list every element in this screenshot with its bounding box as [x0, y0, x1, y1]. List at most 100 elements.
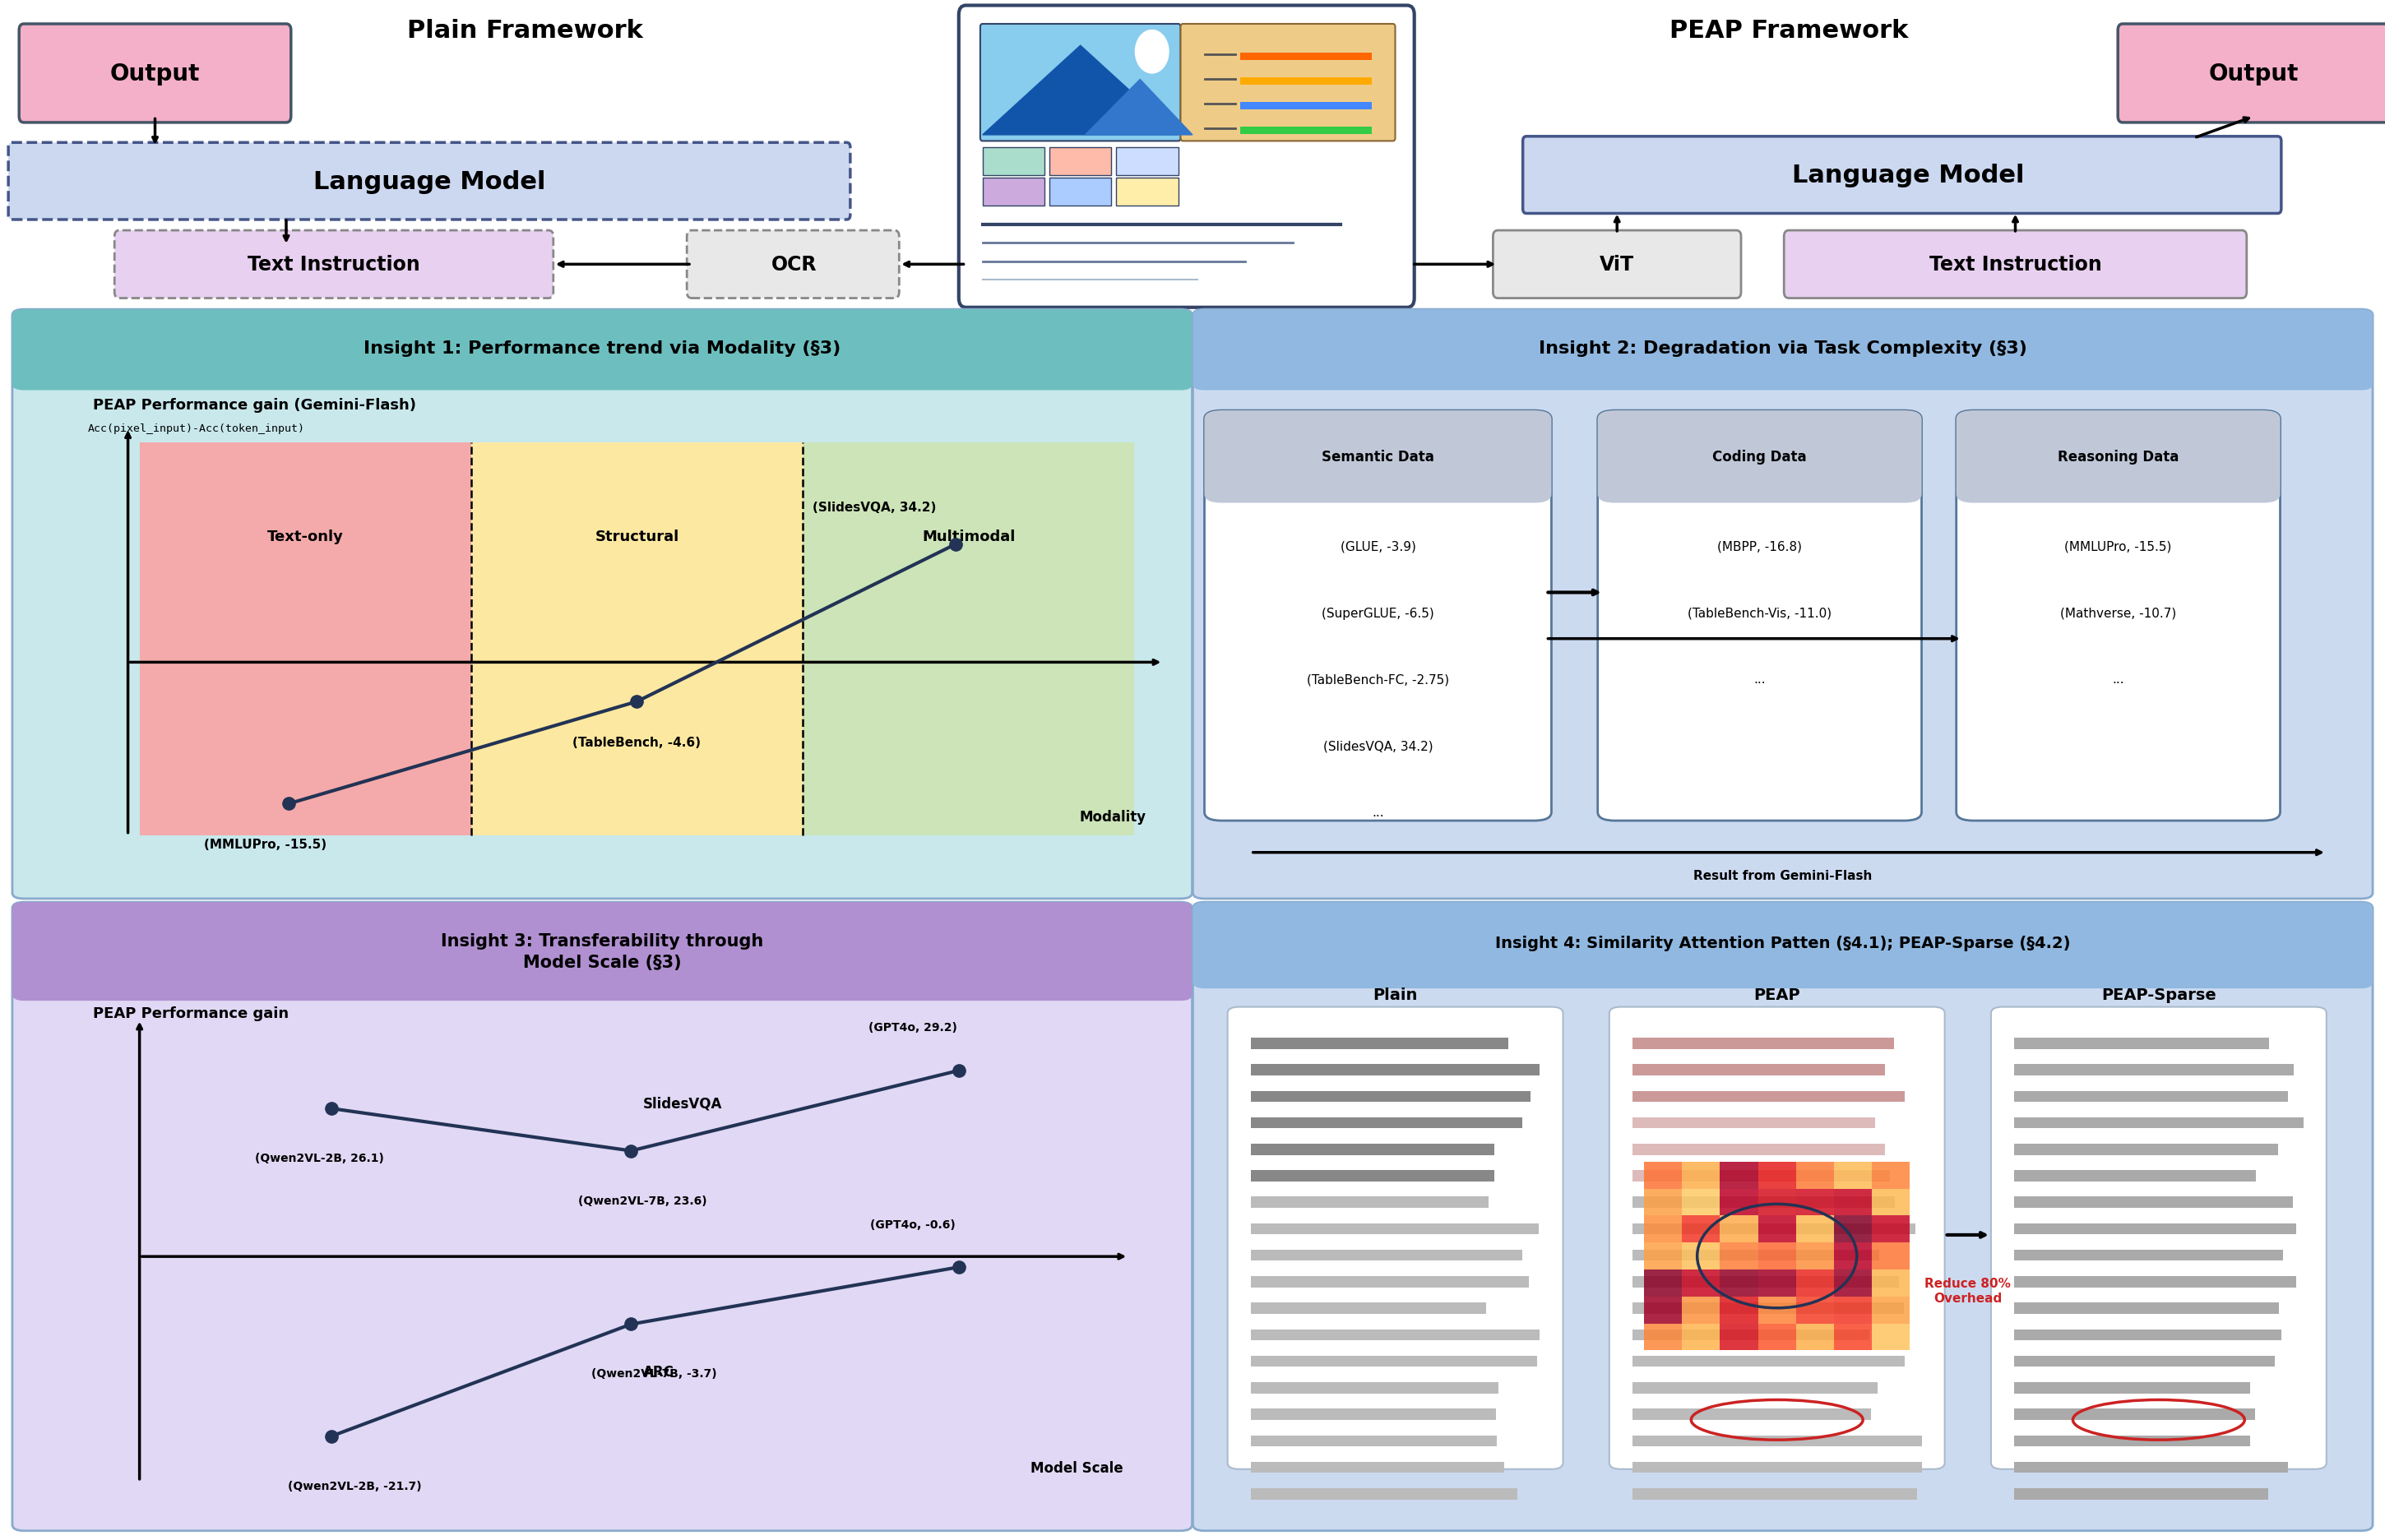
- Text: (TableBench-Vis, -11.0): (TableBench-Vis, -11.0): [1689, 607, 1832, 619]
- Polygon shape: [1085, 80, 1192, 136]
- Bar: [1250, 1118, 1522, 1129]
- Text: Result from Gemini-Flash: Result from Gemini-Flash: [1693, 870, 1872, 882]
- Text: (MMLUPro, -15.5): (MMLUPro, -15.5): [205, 838, 327, 850]
- Text: Modality: Modality: [1078, 809, 1145, 824]
- Text: PEAP Performance gain: PEAP Performance gain: [93, 1006, 289, 1021]
- Bar: [1643, 1215, 1681, 1243]
- Text: Multimodal: Multimodal: [923, 530, 1016, 545]
- Text: Insight 4: Similarity Attention Patten (§4.1); PEAP-Sparse (§4.2): Insight 4: Similarity Attention Patten (…: [1495, 935, 2070, 950]
- Text: ARC: ARC: [642, 1364, 675, 1380]
- FancyBboxPatch shape: [12, 310, 1192, 899]
- Text: ...: ...: [2113, 673, 2125, 685]
- Bar: [1049, 179, 1111, 206]
- FancyBboxPatch shape: [12, 310, 1192, 391]
- FancyBboxPatch shape: [959, 6, 1414, 308]
- Bar: [1240, 54, 1371, 62]
- FancyBboxPatch shape: [1181, 25, 1395, 142]
- Bar: [1758, 1215, 1796, 1243]
- Bar: [2013, 1197, 2292, 1207]
- Text: (GPT4o, -0.6): (GPT4o, -0.6): [871, 1218, 956, 1230]
- Bar: [2013, 1303, 2280, 1314]
- Text: PEAP-Sparse: PEAP-Sparse: [2101, 987, 2216, 1003]
- Bar: [1720, 1215, 1758, 1243]
- Bar: [1250, 1223, 1538, 1235]
- Bar: [1250, 1329, 1541, 1340]
- FancyBboxPatch shape: [1956, 411, 2280, 821]
- Bar: [1250, 1303, 1486, 1314]
- FancyBboxPatch shape: [1192, 310, 2373, 391]
- Text: Plain Framework: Plain Framework: [408, 18, 642, 43]
- Bar: [1250, 1064, 1541, 1075]
- FancyBboxPatch shape: [1204, 411, 1550, 504]
- FancyBboxPatch shape: [1192, 902, 2373, 989]
- FancyBboxPatch shape: [1522, 137, 2280, 214]
- Bar: [1834, 1161, 1872, 1189]
- FancyBboxPatch shape: [12, 902, 1192, 1001]
- Bar: [1643, 1269, 1681, 1297]
- Bar: [1631, 1170, 1889, 1181]
- Bar: [1758, 1297, 1796, 1323]
- FancyBboxPatch shape: [1192, 902, 2373, 1531]
- Bar: [1720, 1161, 1758, 1189]
- Bar: [1872, 1161, 1910, 1189]
- Circle shape: [1135, 31, 1169, 74]
- Bar: [1631, 1197, 1896, 1207]
- FancyBboxPatch shape: [687, 231, 899, 299]
- Bar: [1872, 1323, 1910, 1351]
- FancyBboxPatch shape: [2118, 25, 2385, 123]
- Bar: [1872, 1297, 1910, 1323]
- Bar: [2013, 1223, 2297, 1235]
- Text: PEAP Framework: PEAP Framework: [1669, 18, 1908, 43]
- FancyBboxPatch shape: [19, 25, 291, 123]
- Text: Output: Output: [2209, 63, 2299, 85]
- Bar: [1116, 179, 1178, 206]
- Bar: [2013, 1409, 2256, 1420]
- Text: Insight 3: Transferability through
Model Scale (§3): Insight 3: Transferability through Model…: [441, 933, 763, 970]
- FancyBboxPatch shape: [1610, 1007, 1944, 1469]
- Text: (SuperGLUE, -6.5): (SuperGLUE, -6.5): [1321, 607, 1433, 619]
- Bar: [1250, 1355, 1536, 1368]
- Bar: [1049, 148, 1111, 176]
- Bar: [983, 179, 1045, 206]
- Text: (TableBench, -4.6): (TableBench, -4.6): [572, 736, 701, 748]
- Bar: [1631, 1303, 1903, 1314]
- Text: PEAP Performance gain (Gemini-Flash): PEAP Performance gain (Gemini-Flash): [93, 397, 417, 413]
- Bar: [1240, 79, 1371, 86]
- Bar: [1758, 1189, 1796, 1215]
- Bar: [1834, 1269, 1872, 1297]
- Bar: [1250, 1409, 1495, 1420]
- Bar: [2013, 1144, 2278, 1155]
- FancyBboxPatch shape: [1784, 231, 2247, 299]
- Text: Output: Output: [110, 63, 200, 85]
- Bar: [2013, 1118, 2304, 1129]
- Bar: [1720, 1323, 1758, 1351]
- Bar: [2013, 1038, 2268, 1049]
- Bar: [1643, 1189, 1681, 1215]
- Bar: [1834, 1323, 1872, 1351]
- Text: (Qwen2VL-7B, 23.6): (Qwen2VL-7B, 23.6): [577, 1195, 706, 1206]
- Bar: [1631, 1329, 1870, 1340]
- FancyBboxPatch shape: [1493, 231, 1741, 299]
- Text: Model Scale: Model Scale: [1030, 1460, 1123, 1475]
- Text: Semantic Data: Semantic Data: [1321, 450, 1433, 465]
- Bar: [1796, 1189, 1834, 1215]
- FancyBboxPatch shape: [114, 231, 553, 299]
- Text: (MBPP, -16.8): (MBPP, -16.8): [1717, 541, 1803, 553]
- Text: Language Model: Language Model: [1791, 163, 2025, 188]
- Bar: [1834, 1189, 1872, 1215]
- Text: Text-only: Text-only: [267, 530, 343, 545]
- Text: (MMLUPro, -15.5): (MMLUPro, -15.5): [2065, 541, 2173, 553]
- Bar: [1681, 1161, 1720, 1189]
- Bar: [1758, 1269, 1796, 1297]
- Bar: [1796, 1243, 1834, 1269]
- Bar: [1643, 1323, 1681, 1351]
- Bar: [1643, 1161, 1681, 1189]
- Text: (Qwen2VL-2B, -21.7): (Qwen2VL-2B, -21.7): [289, 1480, 422, 1491]
- Bar: [1872, 1269, 1910, 1297]
- Bar: [1681, 1189, 1720, 1215]
- Bar: [1643, 1297, 1681, 1323]
- Bar: [2013, 1488, 2268, 1500]
- Text: (GLUE, -3.9): (GLUE, -3.9): [1340, 541, 1417, 553]
- Text: SlidesVQA: SlidesVQA: [642, 1096, 723, 1110]
- Text: Reduce 80%
Overhead: Reduce 80% Overhead: [1925, 1277, 2011, 1304]
